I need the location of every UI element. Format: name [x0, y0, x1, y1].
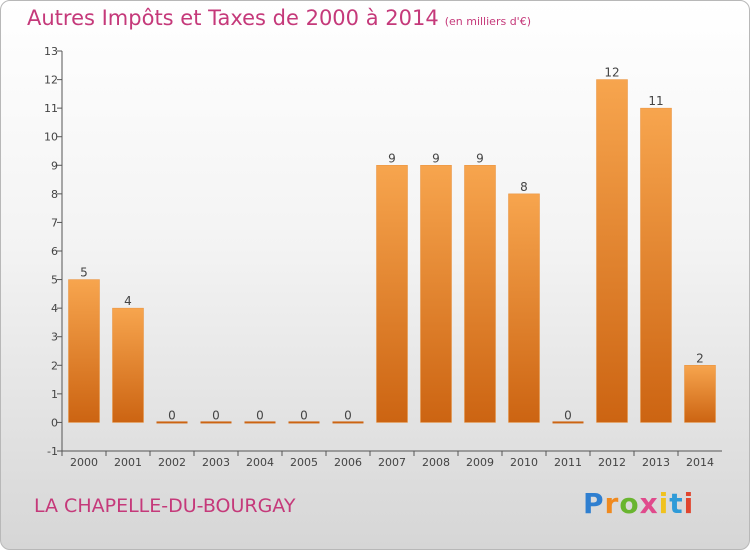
y-tick-label: 6: [51, 245, 58, 258]
x-tick-label-2003: 2003: [202, 456, 230, 469]
brand-letter: r: [604, 487, 620, 520]
data-label-2006: 0: [344, 408, 352, 422]
brand-letter: P: [583, 487, 605, 520]
data-label-2002: 0: [168, 408, 176, 422]
bar-2012: [596, 79, 628, 423]
y-tick-label: 1: [51, 388, 58, 401]
bar-2013: [640, 107, 672, 423]
data-label-2001: 4: [124, 294, 132, 308]
brand-logo: Proxiti: [583, 487, 694, 520]
bar-2014: [684, 365, 716, 423]
x-tick-label-2000: 2000: [70, 456, 98, 469]
x-tick-label-2011: 2011: [554, 456, 582, 469]
y-tick-label: 5: [51, 274, 58, 287]
place-name: LA CHAPELLE-DU-BOURGAY: [34, 495, 296, 517]
y-tick-label: 2: [51, 359, 58, 372]
x-tick-label-2002: 2002: [158, 456, 186, 469]
data-label-2003: 0: [212, 408, 220, 422]
bar-2004: [244, 421, 276, 424]
bar-2003: [200, 421, 232, 424]
y-tick-label: 4: [51, 302, 58, 315]
brand-letter: i: [658, 487, 670, 520]
data-label-2013: 11: [648, 94, 663, 108]
x-tick-label-2012: 2012: [598, 456, 626, 469]
y-tick-label: -1: [47, 445, 58, 458]
data-label-2000: 5: [80, 266, 88, 280]
y-tick-label: 13: [44, 45, 58, 58]
data-label-2010: 8: [520, 180, 528, 194]
bar-2010: [508, 193, 540, 423]
bar-2006: [332, 421, 364, 424]
y-tick-label: 8: [51, 188, 58, 201]
y-tick-label: 11: [44, 102, 58, 115]
x-tick-label-2008: 2008: [422, 456, 450, 469]
x-tick-label-2006: 2006: [334, 456, 362, 469]
y-tick-label: 7: [51, 216, 58, 229]
data-label-2012: 12: [604, 66, 619, 80]
chart-title-text: Autres Impôts et Taxes de 2000 à 2014: [27, 6, 439, 30]
bar-2008: [420, 165, 452, 423]
y-tick-label: 0: [51, 416, 58, 429]
data-label-2008: 9: [432, 151, 440, 165]
bar-2009: [464, 165, 496, 423]
bars: [68, 79, 716, 424]
data-label-2014: 2: [696, 351, 704, 365]
y-tick-label: 10: [44, 131, 58, 144]
x-tick-label-2001: 2001: [114, 456, 142, 469]
bar-2001: [112, 307, 144, 423]
brand-letter: x: [639, 487, 659, 520]
y-tick-label: 3: [51, 331, 58, 344]
x-tick-label-2005: 2005: [290, 456, 318, 469]
x-tick-label-2014: 2014: [686, 456, 714, 469]
bar-2007: [376, 165, 408, 423]
data-label-2009: 9: [476, 151, 484, 165]
x-tick-label-2010: 2010: [510, 456, 538, 469]
data-label-2005: 0: [300, 408, 308, 422]
x-tick-label-2013: 2013: [642, 456, 670, 469]
y-tick-label: 9: [51, 159, 58, 172]
bar-2005: [288, 421, 320, 424]
bar-2002: [156, 421, 188, 424]
brand-letter: o: [619, 487, 640, 520]
x-tick-label-2007: 2007: [378, 456, 406, 469]
x-tick-label-2004: 2004: [246, 456, 274, 469]
y-tick-label: 12: [44, 74, 58, 87]
data-label-2007: 9: [388, 151, 396, 165]
chart-unit: (en milliers d'€): [444, 15, 531, 28]
chart-title: Autres Impôts et Taxes de 2000 à 2014 (en…: [27, 6, 531, 30]
data-label-2004: 0: [256, 408, 264, 422]
x-tick-label-2009: 2009: [466, 456, 494, 469]
brand-letter: i: [683, 487, 695, 520]
bar-2000: [68, 279, 100, 423]
data-labels: 5 4 0 0 0 0 0 9 9 9 8 0 12 11 2: [80, 66, 704, 423]
bar-2011: [552, 421, 584, 424]
brand-letter: t: [669, 487, 684, 520]
data-label-2011: 0: [564, 408, 572, 422]
